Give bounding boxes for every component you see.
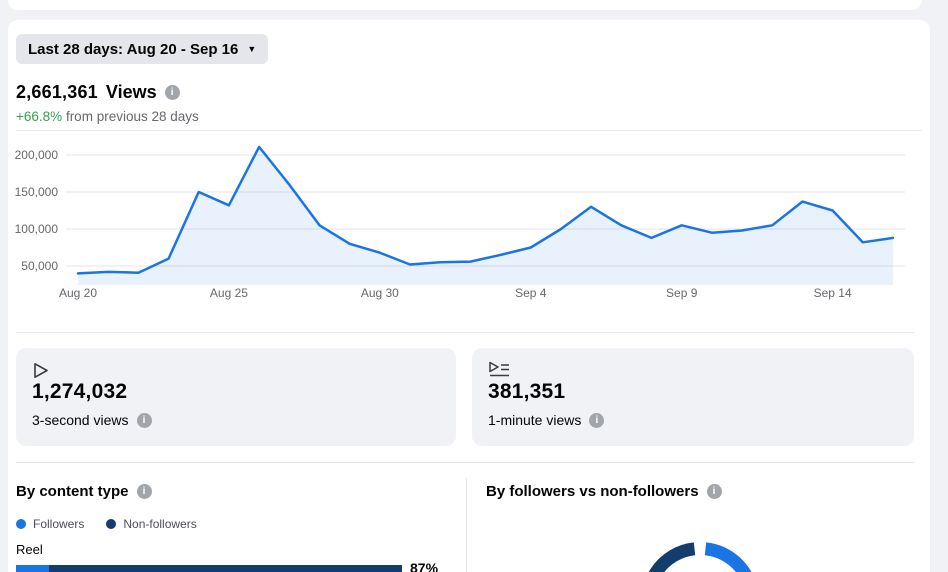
views-headline: 2,661,361 Views i	[16, 82, 180, 103]
chart-stats-divider	[16, 332, 914, 333]
svg-text:150,000: 150,000	[15, 185, 59, 199]
legend-label: Followers	[33, 517, 85, 531]
svg-text:Aug 30: Aug 30	[361, 286, 399, 300]
followers-section-title: By followers vs non-followers i	[486, 483, 722, 500]
svg-text:Sep 4: Sep 4	[515, 286, 547, 300]
svg-text:Aug 20: Aug 20	[59, 286, 97, 300]
chevron-down-icon: ▼	[247, 43, 257, 54]
svg-text:50,000: 50,000	[21, 259, 58, 273]
sections-vertical-divider	[466, 478, 467, 572]
stats-sections-divider	[16, 462, 914, 463]
views-total-value: 2,661,361	[16, 82, 98, 102]
views-metric-label: Views	[105, 82, 157, 102]
content-type-info-icon[interactable]: i	[136, 484, 152, 499]
svg-text:100,000: 100,000	[15, 222, 59, 236]
stat-info-icon[interactable]: i	[589, 412, 605, 428]
play-outline-icon	[34, 363, 48, 378]
followers-info-icon[interactable]: i	[706, 484, 722, 499]
views-change-line: +66.8% from previous 28 days	[16, 109, 199, 124]
stat-label: 1-minute views	[488, 412, 582, 428]
content-type-section-title: By content type i	[16, 483, 152, 500]
date-range-label: Last 28 days: Aug 20 - Sep 16	[28, 40, 239, 58]
svg-text:200,000: 200,000	[15, 148, 59, 162]
stat-info-icon[interactable]: i	[136, 412, 152, 428]
play-list-icon	[489, 361, 509, 377]
section-title-text: By followers vs non-followers	[486, 483, 699, 500]
views-area-chart[interactable]: 50,000 100,000 150,000 200,000 Aug 20 Aug 25 A…	[8, 132, 930, 312]
donut-followers-arc	[704, 542, 752, 572]
views-change-value: +66.8%	[16, 109, 63, 124]
views-insights-card: Last 28 days: Aug 20 - Sep 16 ▼ 2,661,36…	[8, 20, 930, 572]
legend-item-non-followers: Non-followers	[106, 517, 197, 531]
views-change-suffix: from previous 28 days	[65, 109, 199, 124]
views-info-icon[interactable]: i	[164, 85, 180, 100]
content-type-legend: Followers Non-followers	[16, 517, 197, 531]
section-title-text: By content type	[16, 483, 129, 500]
stat-card-1-minute-views: 381,351 1-minute views i	[472, 348, 914, 446]
legend-item-followers: Followers	[16, 517, 84, 531]
stat-value: 1,274,032	[32, 380, 128, 403]
bar-nonfollowers-segment	[48, 565, 402, 572]
bar-followers-segment	[16, 565, 49, 572]
followers-dot	[16, 519, 26, 529]
content-type-bar-value: 87%	[410, 560, 439, 572]
header-chart-divider	[16, 130, 922, 131]
previous-card-bottom-edge	[8, 0, 922, 10]
stat-value: 381,351	[488, 380, 566, 403]
content-type-bar[interactable]	[16, 565, 402, 572]
non-followers-dot	[106, 519, 117, 529]
stat-label: 3-second views	[32, 412, 129, 428]
svg-text:Sep 9: Sep 9	[666, 286, 698, 300]
svg-text:Aug 25: Aug 25	[210, 286, 248, 300]
svg-text:Sep 14: Sep 14	[814, 286, 852, 300]
donut-nonfollowers-arc	[648, 542, 696, 572]
date-range-dropdown[interactable]: Last 28 days: Aug 20 - Sep 16 ▼	[16, 34, 269, 64]
stat-card-3-second-views: 1,274,032 3-second views i	[16, 348, 456, 446]
followers-donut-chart[interactable]	[625, 535, 775, 572]
legend-label: Non-followers	[123, 517, 197, 531]
content-type-row-label: Reel	[16, 542, 43, 557]
